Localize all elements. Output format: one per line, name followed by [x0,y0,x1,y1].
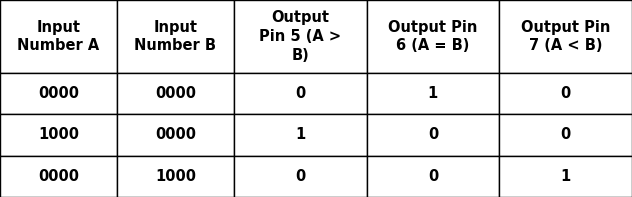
Text: 0000: 0000 [155,127,196,142]
Text: 0000: 0000 [155,86,196,101]
Bar [234,73,367,114]
Bar [0,156,117,197]
Text: 1: 1 [561,169,571,184]
Bar [499,156,632,197]
Bar [117,0,234,73]
Bar [499,0,632,73]
Text: 1: 1 [295,127,305,142]
Bar [234,0,367,73]
Bar [0,114,117,156]
Text: Output
Pin 5 (A >
B): Output Pin 5 (A > B) [259,10,341,62]
Bar [499,114,632,156]
Text: 0: 0 [295,86,305,101]
Bar [367,0,499,73]
Bar [117,114,234,156]
Bar [234,156,367,197]
Text: 0000: 0000 [38,169,79,184]
Bar [234,114,367,156]
Bar [367,114,499,156]
Text: 1: 1 [428,86,438,101]
Text: Output Pin
7 (A < B): Output Pin 7 (A < B) [521,20,611,53]
Bar [0,0,117,73]
Text: Input
Number B: Input Number B [135,20,216,53]
Bar [0,73,117,114]
Bar [367,73,499,114]
Text: 0: 0 [561,127,571,142]
Bar [117,156,234,197]
Text: 0: 0 [295,169,305,184]
Bar [367,156,499,197]
Text: Input
Number A: Input Number A [17,20,100,53]
Text: 1000: 1000 [38,127,79,142]
Text: 1000: 1000 [155,169,196,184]
Bar [117,73,234,114]
Bar [499,73,632,114]
Text: 0000: 0000 [38,86,79,101]
Text: Output Pin
6 (A = B): Output Pin 6 (A = B) [388,20,478,53]
Text: 0: 0 [561,86,571,101]
Text: 0: 0 [428,169,438,184]
Text: 0: 0 [428,127,438,142]
